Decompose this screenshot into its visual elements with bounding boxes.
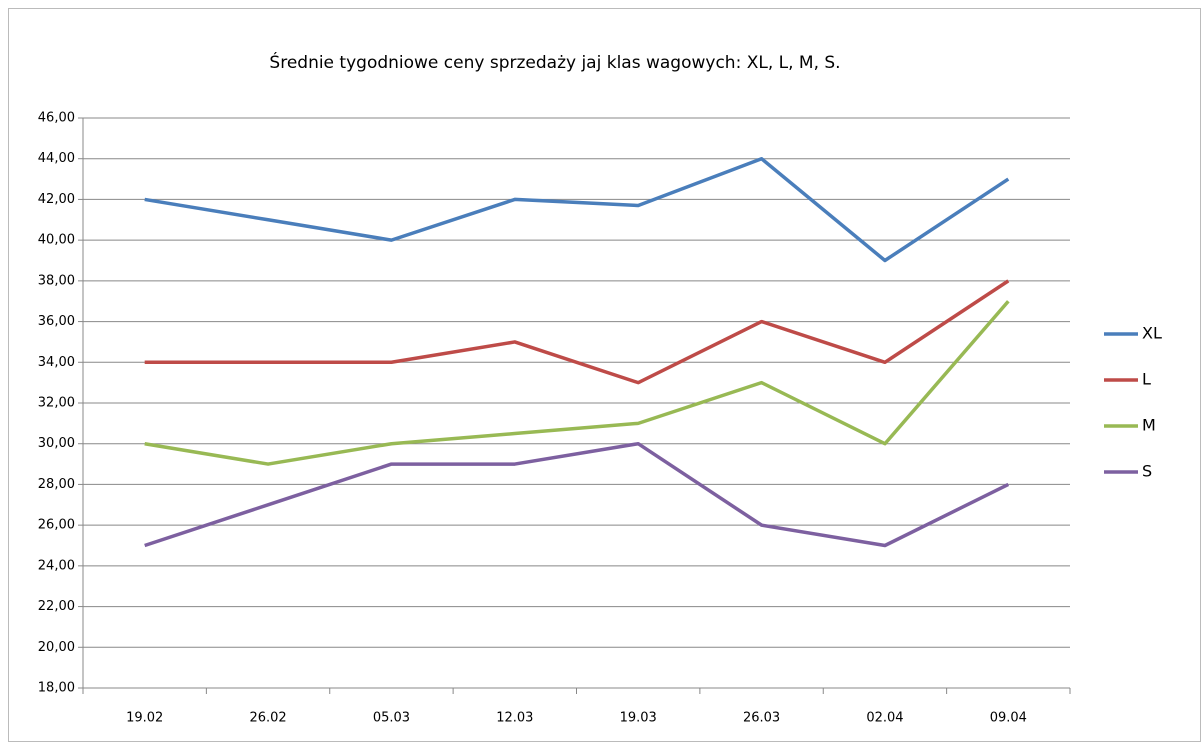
- x-tick-label: 05.03: [373, 711, 410, 726]
- x-tick-label: 02.04: [866, 711, 903, 726]
- x-tick-label: 19.02: [126, 711, 163, 726]
- y-tick-label: 18,00: [38, 681, 75, 696]
- legend-label: S: [1142, 462, 1152, 481]
- chart-title: Średnie tygodniowe ceny sprzedaży jaj kl…: [269, 51, 840, 73]
- x-tick-label: 26.02: [249, 711, 286, 726]
- y-tick-label: 38,00: [38, 273, 75, 288]
- legend-label: M: [1142, 416, 1156, 435]
- legend-label: XL: [1142, 324, 1162, 343]
- y-tick-label: 42,00: [38, 192, 75, 207]
- x-tick-label: 09.04: [990, 711, 1027, 726]
- y-tick-label: 24,00: [38, 558, 75, 573]
- series-line: [144, 279, 1010, 385]
- x-tick-label: 19.03: [620, 711, 657, 726]
- x-tick-label: 26.03: [743, 711, 780, 726]
- series-line: [144, 300, 1010, 466]
- legend-label: L: [1142, 370, 1151, 389]
- y-tick-label: 28,00: [38, 477, 75, 492]
- chart-frame: [8, 8, 1201, 742]
- y-tick-label: 22,00: [38, 599, 75, 614]
- y-tick-label: 36,00: [38, 314, 75, 329]
- x-tick-label: 12.03: [496, 711, 533, 726]
- y-tick-label: 46,00: [38, 111, 75, 126]
- y-tick-label: 32,00: [38, 396, 75, 411]
- y-tick-label: 44,00: [38, 151, 75, 166]
- y-tick-label: 20,00: [38, 640, 75, 655]
- y-tick-label: 30,00: [38, 436, 75, 451]
- series-line: [144, 156, 1010, 263]
- y-tick-label: 34,00: [38, 355, 75, 370]
- y-tick-label: 40,00: [38, 233, 75, 248]
- y-tick-label: 26,00: [38, 518, 75, 533]
- series-line: [144, 441, 1010, 548]
